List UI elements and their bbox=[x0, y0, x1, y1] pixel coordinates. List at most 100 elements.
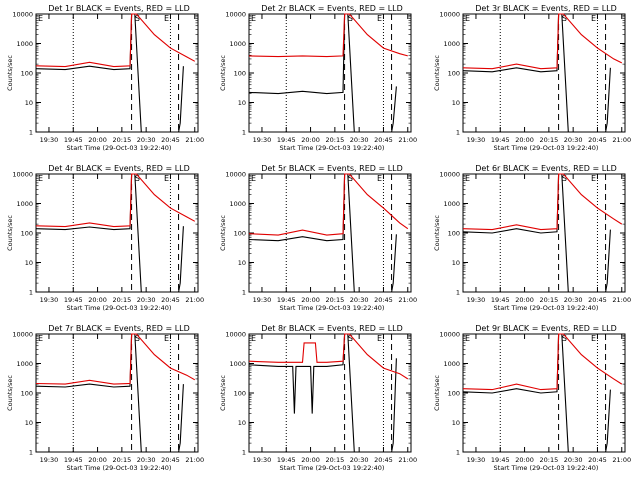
x-tick-label: 19:30 bbox=[467, 136, 486, 144]
end-marker: E bbox=[38, 174, 43, 183]
y-tick-label: 100 bbox=[21, 70, 33, 78]
x-tick-label: 20:30 bbox=[350, 296, 369, 304]
panel-title: Det 3r BLACK = Events, RED = LLD bbox=[475, 4, 617, 13]
events-series-line bbox=[35, 173, 184, 293]
start-marker: S bbox=[135, 334, 140, 343]
lld-series-line bbox=[462, 333, 623, 391]
y-tick-label: 100 bbox=[234, 390, 246, 398]
y-axis-title: Counts/sec bbox=[219, 215, 227, 251]
events-series-line bbox=[462, 173, 611, 293]
start-marker: S bbox=[348, 14, 353, 23]
x-tick-label: 21:00 bbox=[185, 136, 204, 144]
y-tick-label: 100 bbox=[21, 230, 33, 238]
y-tick-label: 10 bbox=[25, 99, 33, 107]
x-tick-label: 20:30 bbox=[350, 456, 369, 464]
x-tick-label: 20:45 bbox=[588, 456, 607, 464]
events-series-line bbox=[35, 13, 184, 133]
x-tick-label: 19:45 bbox=[277, 456, 296, 464]
x-tick-label: 20:30 bbox=[350, 136, 369, 144]
x-tick-label: 19:30 bbox=[467, 456, 486, 464]
start-marker: S bbox=[562, 14, 567, 23]
x-tick-label: 20:45 bbox=[374, 296, 393, 304]
y-tick-label: 10 bbox=[25, 419, 33, 427]
y-tick-label: 10000 bbox=[439, 331, 460, 339]
y-tick-label: 1000 bbox=[443, 200, 460, 208]
end-marker: E bbox=[377, 334, 382, 343]
x-tick-label: 19:30 bbox=[40, 296, 59, 304]
x-tick-label: 19:45 bbox=[64, 456, 83, 464]
x-axis-title: Start Time (29-Oct-03 19:22:40) bbox=[494, 304, 599, 312]
lld-series-line bbox=[462, 173, 623, 231]
x-tick-label: 19:45 bbox=[64, 296, 83, 304]
x-tick-label: 19:45 bbox=[277, 136, 296, 144]
y-tick-label: 100 bbox=[448, 230, 460, 238]
y-tick-label: 1000 bbox=[16, 200, 33, 208]
y-tick-label: 10 bbox=[25, 259, 33, 267]
plot-frame bbox=[35, 333, 199, 453]
y-tick-label: 10000 bbox=[225, 171, 246, 179]
end-marker: E bbox=[251, 14, 256, 23]
y-tick-label: 10000 bbox=[12, 11, 33, 19]
end-marker: E bbox=[164, 174, 169, 183]
panel-det-5: Det 5r BLACK = Events, RED = LLD 1 10 100 10… bbox=[219, 164, 417, 312]
x-tick-label: 19:45 bbox=[277, 296, 296, 304]
x-tick-label: 20:45 bbox=[161, 136, 180, 144]
x-tick-label: 19:45 bbox=[491, 296, 510, 304]
panel-det-4: Det 4r BLACK = Events, RED = LLD 1 10 100 10… bbox=[6, 164, 204, 312]
y-tick-label: 1000 bbox=[16, 40, 33, 48]
panel-title: Det 5r BLACK = Events, RED = LLD bbox=[261, 164, 403, 173]
x-tick-label: 20:15 bbox=[325, 456, 344, 464]
y-axis-title: Counts/sec bbox=[433, 215, 441, 251]
x-tick-label: 20:15 bbox=[112, 136, 131, 144]
lld-series-line bbox=[35, 173, 196, 228]
y-tick-label: 10000 bbox=[12, 331, 33, 339]
x-tick-label: 19:30 bbox=[253, 136, 272, 144]
y-tick-label: 10 bbox=[452, 259, 460, 267]
x-tick-label: 19:45 bbox=[64, 136, 83, 144]
x-tick-label: 19:30 bbox=[467, 296, 486, 304]
end-marker: E bbox=[465, 334, 470, 343]
y-tick-label: 100 bbox=[234, 70, 246, 78]
y-tick-label: 1 bbox=[29, 449, 33, 457]
panel-title: Det 6r BLACK = Events, RED = LLD bbox=[475, 164, 617, 173]
end-marker: E bbox=[465, 174, 470, 183]
plot-frame bbox=[248, 13, 412, 133]
start-marker: S bbox=[562, 174, 567, 183]
events-series-line bbox=[248, 333, 397, 453]
y-tick-label: 1000 bbox=[229, 360, 246, 368]
events-series-line bbox=[248, 13, 397, 133]
x-tick-label: 21:00 bbox=[185, 296, 204, 304]
x-tick-label: 20:00 bbox=[301, 136, 320, 144]
x-tick-label: 20:15 bbox=[539, 296, 558, 304]
lld-series-line bbox=[35, 13, 196, 68]
x-tick-label: 20:30 bbox=[137, 296, 156, 304]
x-axis-title: Start Time (29-Oct-03 19:22:40) bbox=[280, 464, 385, 472]
y-tick-label: 10000 bbox=[439, 11, 460, 19]
y-tick-label: 1 bbox=[456, 449, 460, 457]
x-tick-label: 20:45 bbox=[588, 136, 607, 144]
y-tick-label: 100 bbox=[448, 390, 460, 398]
x-tick-label: 20:30 bbox=[137, 456, 156, 464]
x-axis-title: Start Time (29-Oct-03 19:22:40) bbox=[67, 144, 172, 152]
y-axis-title: Counts/sec bbox=[219, 55, 227, 91]
panel-det-7: Det 7r BLACK = Events, RED = LLD 1 10 100 10… bbox=[6, 324, 204, 472]
x-tick-label: 19:30 bbox=[40, 136, 59, 144]
end-marker: E bbox=[591, 334, 596, 343]
x-tick-label: 20:15 bbox=[539, 136, 558, 144]
y-axis-title: Counts/sec bbox=[6, 375, 14, 411]
start-marker: S bbox=[348, 334, 353, 343]
x-tick-label: 19:30 bbox=[253, 296, 272, 304]
events-series-line bbox=[462, 333, 611, 453]
plot-frame bbox=[462, 13, 626, 133]
x-axis-title: Start Time (29-Oct-03 19:22:40) bbox=[494, 144, 599, 152]
panel-det-9: Det 9r BLACK = Events, RED = LLD 1 10 100 10… bbox=[433, 324, 631, 472]
y-tick-label: 1000 bbox=[443, 40, 460, 48]
panel-det-1: Det 1r BLACK = Events, RED = LLD 1 10 100 10… bbox=[6, 4, 204, 152]
y-tick-label: 10000 bbox=[225, 11, 246, 19]
x-tick-label: 20:00 bbox=[88, 136, 107, 144]
y-tick-label: 1000 bbox=[443, 360, 460, 368]
x-tick-label: 20:15 bbox=[539, 456, 558, 464]
y-tick-label: 10 bbox=[238, 419, 246, 427]
start-marker: S bbox=[135, 174, 140, 183]
